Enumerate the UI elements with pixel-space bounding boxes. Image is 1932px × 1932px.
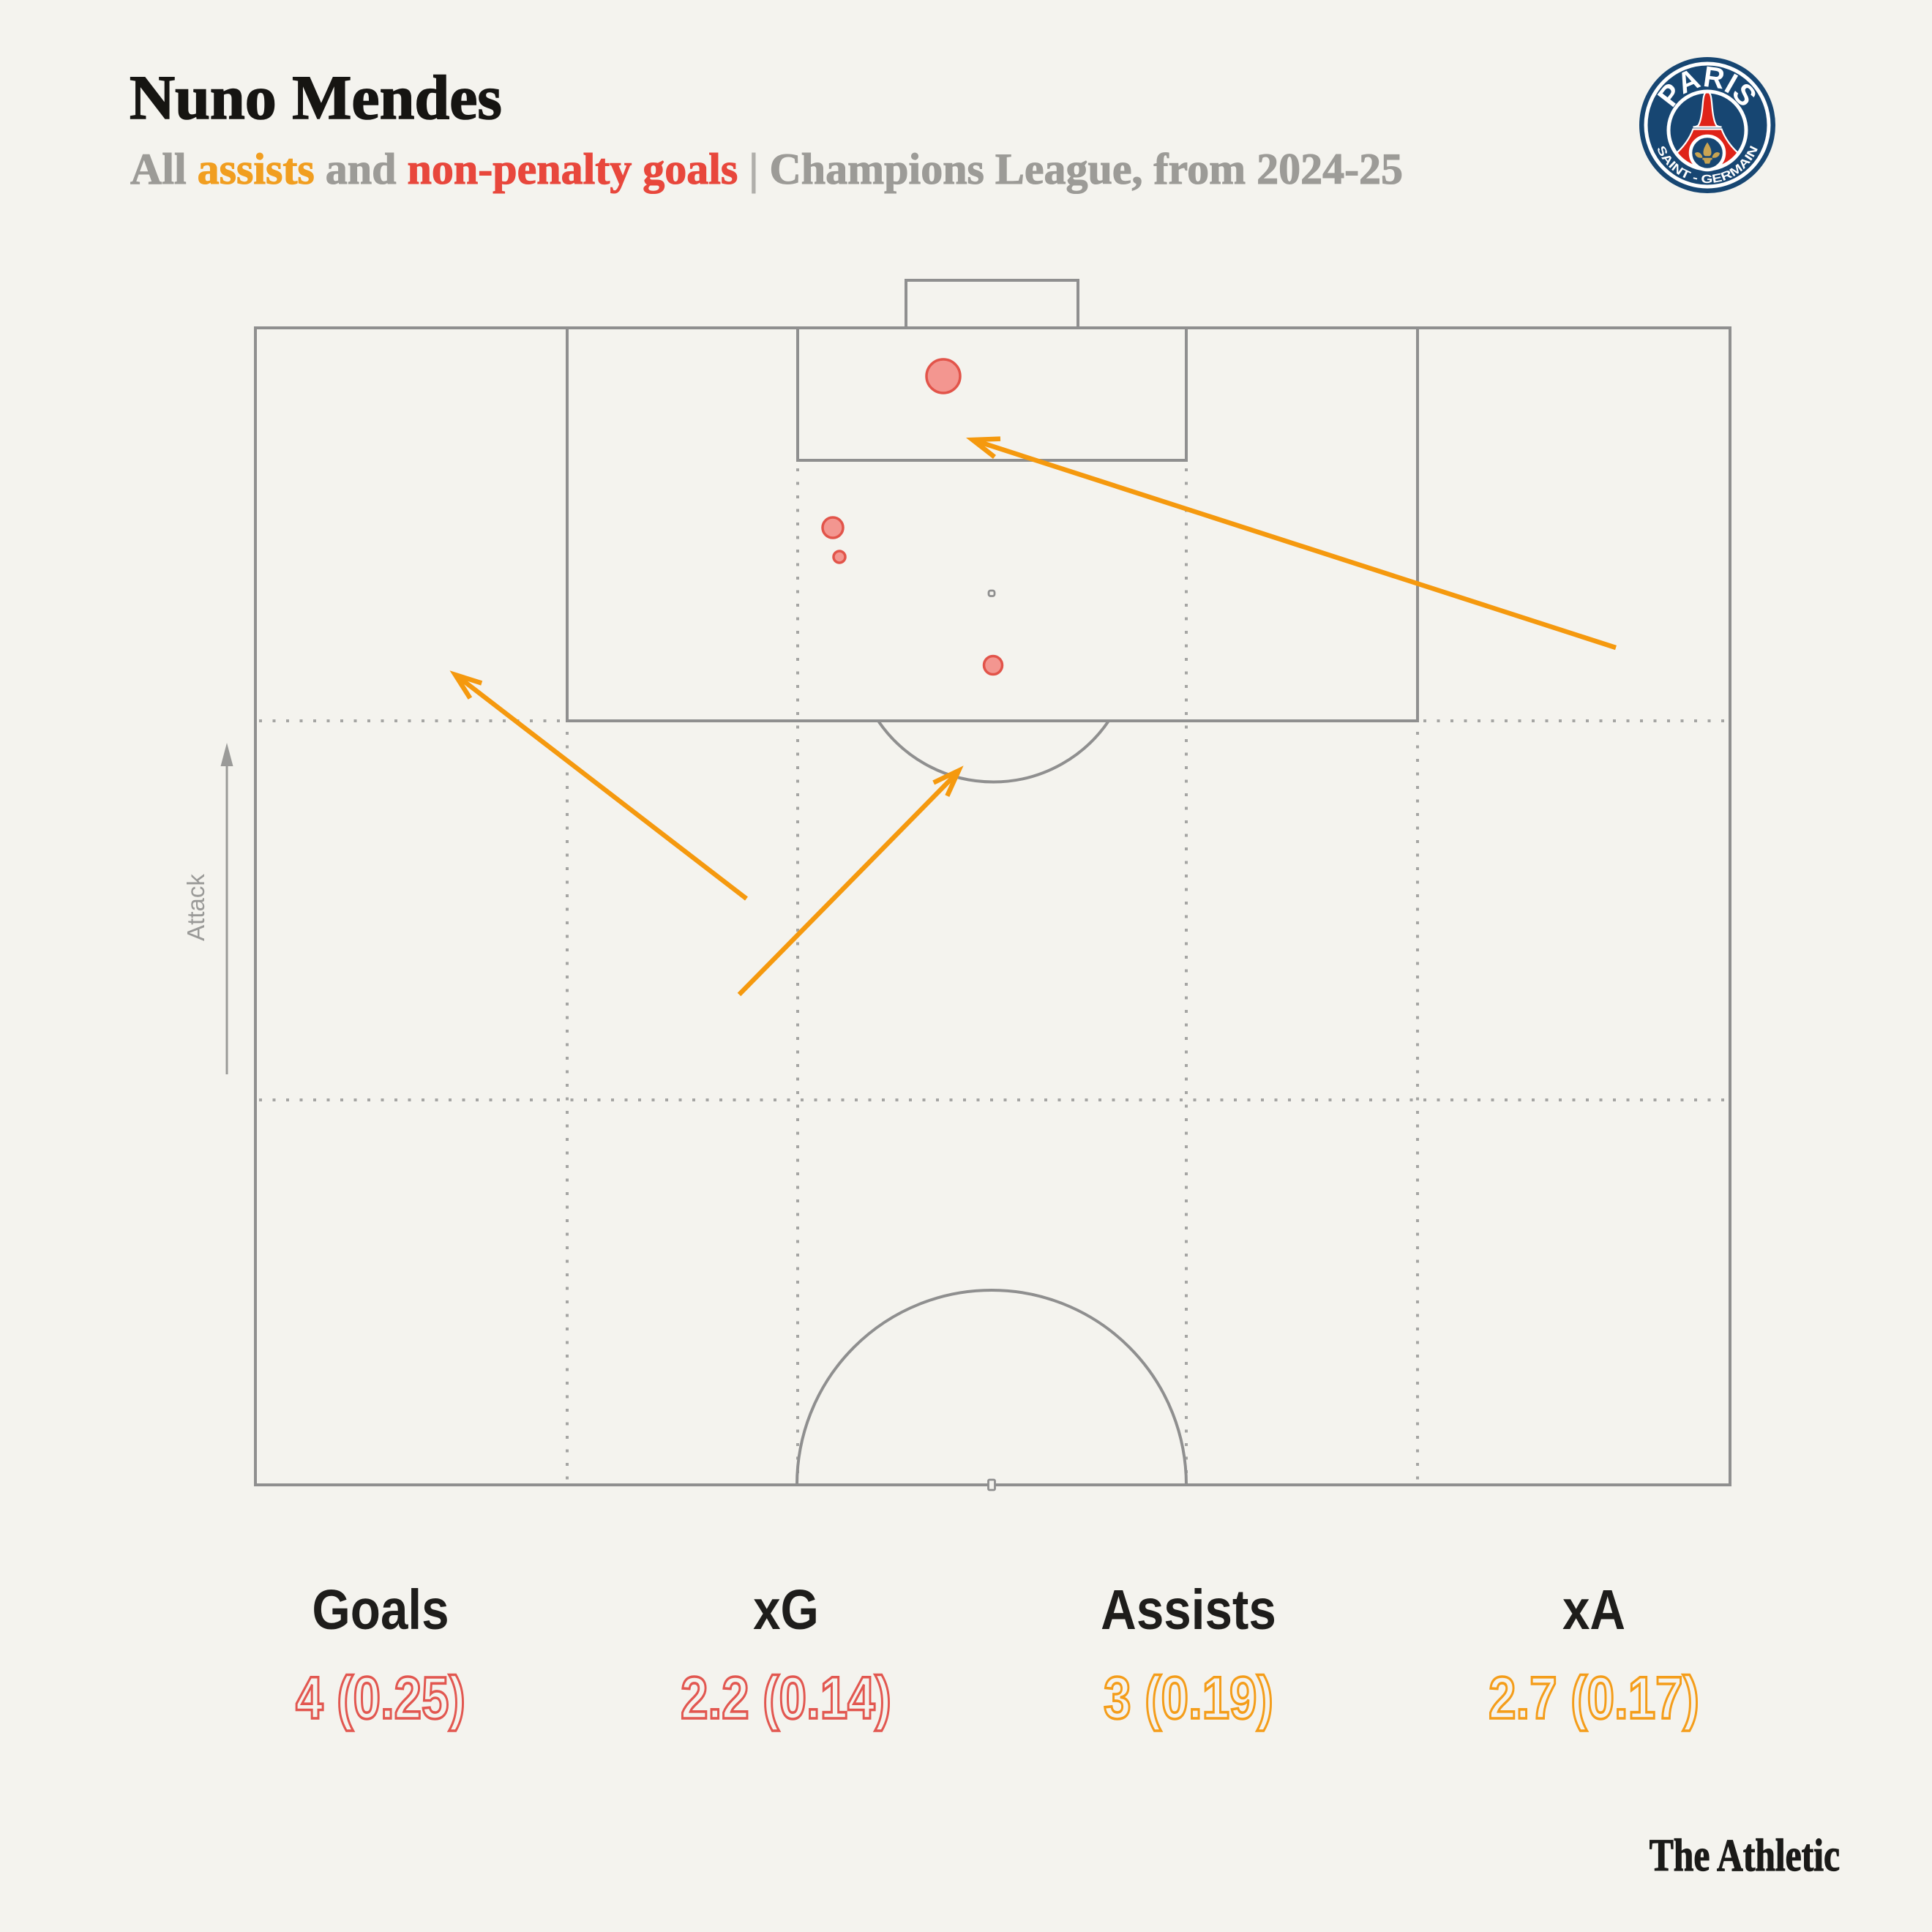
svg-text:2.7 (0.17): 2.7 (0.17) (1489, 1664, 1699, 1731)
svg-text:3 (0.19): 3 (0.19) (1104, 1664, 1273, 1731)
svg-text:Assists: Assists (1101, 1579, 1276, 1641)
svg-text:xA: xA (1562, 1579, 1625, 1641)
svg-text:xG: xG (753, 1579, 819, 1641)
svg-text:4 (0.25): 4 (0.25) (296, 1664, 465, 1731)
svg-text:The Athletic: The Athletic (1650, 1831, 1840, 1881)
svg-text:All assists and non-penalty go: All assists and non-penalty goals | Cham… (130, 145, 1403, 193)
svg-text:2.2 (0.14): 2.2 (0.14) (681, 1664, 891, 1731)
svg-text:Goals: Goals (312, 1579, 449, 1641)
svg-text:Attack: Attack (182, 874, 209, 941)
svg-text:Nuno Mendes: Nuno Mendes (130, 62, 502, 132)
